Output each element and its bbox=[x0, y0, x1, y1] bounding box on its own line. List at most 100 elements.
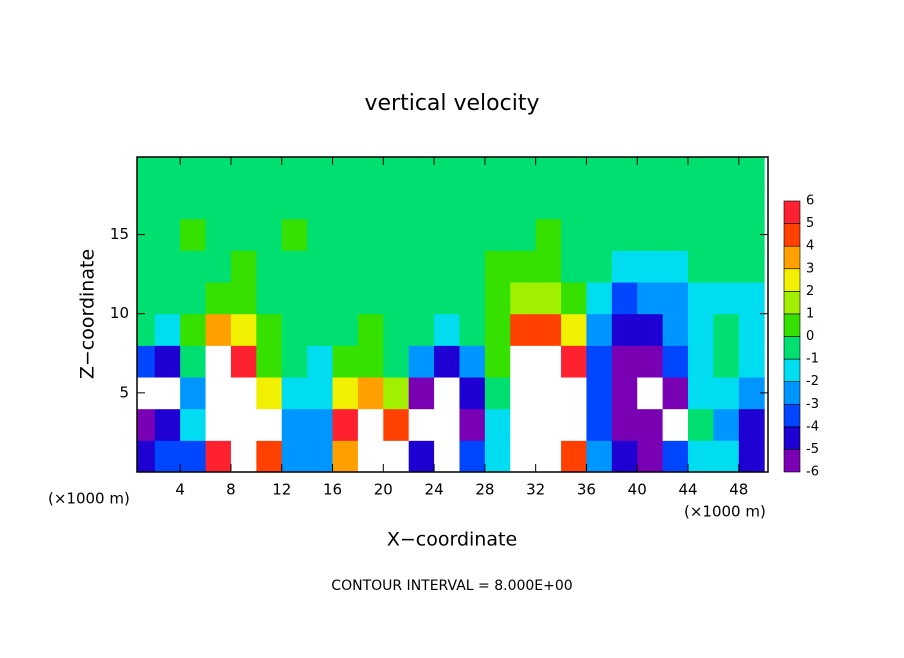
cell bbox=[230, 313, 257, 346]
cell bbox=[637, 313, 664, 346]
cell bbox=[586, 250, 613, 283]
cell bbox=[535, 282, 562, 315]
cell bbox=[662, 218, 689, 251]
cell bbox=[383, 345, 410, 378]
cell bbox=[662, 345, 689, 378]
cell bbox=[408, 218, 435, 251]
cell bbox=[688, 313, 714, 346]
x-unit-right: (×1000 m) bbox=[684, 503, 766, 521]
cell bbox=[535, 187, 562, 220]
cell bbox=[713, 187, 740, 220]
cell bbox=[510, 218, 537, 251]
x-tick-label: 36 bbox=[577, 481, 596, 499]
cell bbox=[256, 250, 283, 283]
cell bbox=[281, 187, 308, 220]
cell bbox=[256, 408, 283, 441]
cell bbox=[180, 313, 207, 346]
cell bbox=[205, 440, 232, 472]
colorbar-band bbox=[783, 403, 801, 428]
cell bbox=[484, 313, 511, 346]
cell bbox=[230, 345, 257, 378]
cell bbox=[434, 250, 460, 283]
cell bbox=[307, 345, 334, 378]
cell bbox=[662, 377, 689, 410]
cell bbox=[561, 377, 587, 410]
cell bbox=[484, 440, 511, 472]
cell bbox=[713, 250, 740, 283]
x-tick-label: 24 bbox=[425, 481, 444, 499]
cell bbox=[383, 157, 410, 188]
x-tick-label: 8 bbox=[226, 481, 236, 499]
cell bbox=[459, 157, 486, 188]
colorbar-band bbox=[783, 223, 801, 247]
cell bbox=[230, 377, 257, 410]
colorbar-band bbox=[783, 268, 801, 292]
x-tick-label: 16 bbox=[323, 481, 342, 499]
cell bbox=[205, 282, 232, 315]
cell bbox=[662, 187, 689, 220]
cell bbox=[154, 377, 181, 410]
cell bbox=[408, 345, 435, 378]
x-axis-label: X−coordinate bbox=[387, 529, 517, 551]
cell bbox=[611, 282, 638, 315]
colorbar-label: 2 bbox=[806, 284, 814, 299]
cell bbox=[484, 345, 511, 378]
cell bbox=[688, 250, 714, 283]
cell bbox=[383, 408, 410, 441]
cell bbox=[154, 313, 181, 346]
cell bbox=[637, 282, 664, 315]
cell bbox=[137, 408, 156, 441]
footer-note: CONTOUR INTERVAL = 8.000E+00 bbox=[331, 578, 572, 594]
cell bbox=[281, 282, 308, 315]
cell bbox=[180, 157, 207, 188]
colorbar-label: -4 bbox=[806, 419, 819, 434]
cell bbox=[637, 250, 664, 283]
cell bbox=[586, 157, 613, 188]
cell bbox=[154, 250, 181, 283]
cell bbox=[205, 408, 232, 441]
cell bbox=[332, 187, 359, 220]
cell bbox=[434, 440, 460, 472]
cell bbox=[230, 218, 257, 251]
cell bbox=[535, 218, 562, 251]
cell bbox=[408, 313, 435, 346]
cell bbox=[332, 345, 359, 378]
x-tick-label: 28 bbox=[475, 481, 494, 499]
cell bbox=[137, 282, 156, 315]
cell bbox=[154, 440, 181, 472]
cell bbox=[180, 440, 207, 472]
cell bbox=[738, 250, 765, 283]
cell bbox=[205, 313, 232, 346]
cell bbox=[459, 345, 486, 378]
cell bbox=[662, 250, 689, 283]
cell bbox=[281, 313, 308, 346]
colorbar-label: 6 bbox=[806, 194, 814, 209]
cell bbox=[230, 157, 257, 188]
cell bbox=[205, 157, 232, 188]
colorbar-label: 0 bbox=[806, 329, 814, 344]
cell bbox=[137, 313, 156, 346]
cell bbox=[637, 377, 664, 410]
cell bbox=[332, 218, 359, 251]
colorbar-band bbox=[783, 358, 801, 382]
cell bbox=[256, 187, 283, 220]
cell bbox=[586, 440, 613, 472]
x-tick-label: 32 bbox=[526, 481, 545, 499]
cell bbox=[256, 157, 283, 188]
cell bbox=[357, 408, 384, 441]
plot-frame bbox=[136, 156, 769, 473]
cell bbox=[662, 440, 689, 472]
colorbar-label: 1 bbox=[806, 306, 814, 321]
cell bbox=[408, 157, 435, 188]
cell bbox=[137, 187, 156, 220]
cell bbox=[637, 440, 664, 472]
cell bbox=[281, 250, 308, 283]
cell bbox=[137, 345, 156, 378]
cell bbox=[357, 377, 384, 410]
cell bbox=[332, 282, 359, 315]
cell bbox=[281, 218, 308, 251]
colorbar-band bbox=[783, 291, 801, 315]
cell bbox=[205, 345, 232, 378]
cell bbox=[611, 408, 638, 441]
